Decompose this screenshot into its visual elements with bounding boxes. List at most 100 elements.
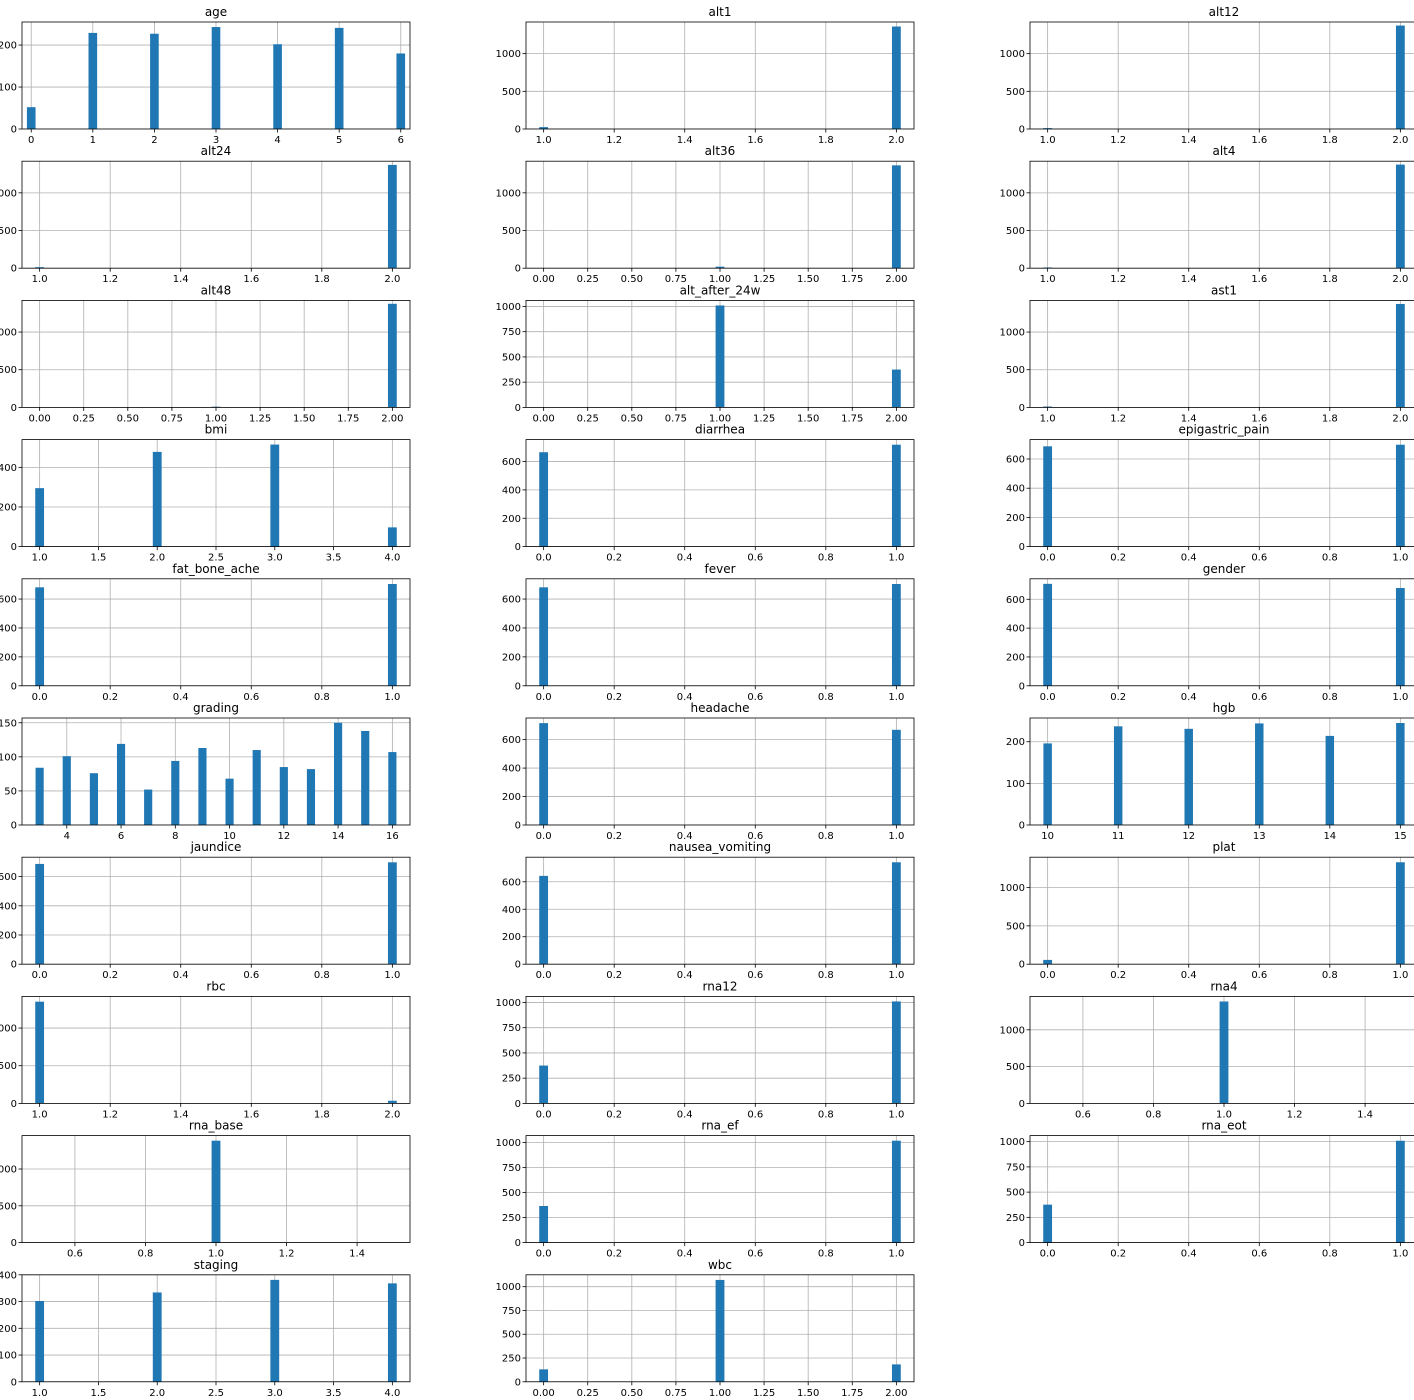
x-tick-label: 0.6	[1251, 553, 1267, 564]
x-tick-label: 1.0	[1040, 135, 1056, 146]
x-tick-label: 0.2	[606, 970, 622, 981]
y-tick-label: 0	[11, 264, 17, 275]
histogram-bar	[26, 107, 36, 129]
x-tick-label: 4	[274, 135, 280, 146]
axes-frame	[1029, 856, 1414, 965]
histogram-bar	[1325, 735, 1335, 825]
x-tick-label: 1.4	[1181, 135, 1197, 146]
histogram-bar	[1255, 723, 1264, 825]
x-tick-label: 1.0	[1392, 553, 1408, 564]
histogram-bar	[539, 587, 549, 686]
x-tick-label: 1.6	[747, 135, 763, 146]
x-tick-label: 0.8	[1322, 553, 1338, 564]
subplot-age: 0 1 2 3 4 5 6 0 100 200 age	[0, 5, 411, 146]
plot-area	[22, 1135, 410, 1243]
subplot-rna4: 0.6 0.8 1.0 1.2 1.4 0 500 1000 rna4	[1000, 979, 1414, 1120]
y-tick-label: 500	[502, 1330, 521, 1341]
plot-area	[1030, 857, 1414, 965]
histogram-bar	[252, 750, 261, 825]
x-tick-label: 0.6	[243, 692, 259, 703]
y-tick-label: 600	[502, 595, 521, 606]
plot-area	[526, 439, 914, 547]
plot-area	[1030, 439, 1414, 547]
axes-frame	[21, 717, 411, 826]
histogram-bar	[144, 789, 153, 825]
histogram-bar	[891, 369, 901, 408]
y-tick-label: 750	[1006, 1162, 1025, 1173]
histogram-bar	[715, 266, 725, 269]
subplot-alt24: 1.0 1.2 1.4 1.6 1.8 2.0 0 500 1000 alt24	[0, 144, 411, 285]
x-tick-label: 0.0	[1040, 553, 1056, 564]
y-tick-label: 250	[502, 1074, 521, 1085]
x-tick-label: 0.0	[536, 692, 552, 703]
y-tick-label: 0	[515, 1099, 521, 1110]
x-tick-label: 1.0	[888, 1109, 904, 1120]
x-tick-label: 0.6	[747, 692, 763, 703]
histogram-bar	[306, 769, 316, 825]
x-tick-label: 1.0	[1040, 274, 1056, 285]
x-tick-label: 0.6	[1075, 1109, 1091, 1120]
histogram-bar	[539, 127, 549, 129]
x-tick-label: 0.4	[677, 1109, 693, 1120]
histogram-bar	[387, 164, 397, 269]
x-tick-label: 0.25	[73, 413, 95, 424]
axes-frame	[1029, 578, 1414, 687]
histogram-bar	[1395, 25, 1405, 129]
y-tick-label: 750	[502, 1306, 521, 1317]
subplot-title: rna_eot	[1201, 1119, 1246, 1133]
histogram-bar	[539, 1206, 549, 1243]
y-tick-label: 0	[1019, 821, 1025, 832]
y-tick-label: 200	[1006, 513, 1025, 524]
axes-frame	[525, 1135, 915, 1243]
histogram-bar	[270, 1279, 280, 1382]
subplot-title: gender	[1203, 562, 1246, 576]
subplot-alt12: 1.0 1.2 1.4 1.6 1.8 2.0 0 500 1000 alt12	[1000, 5, 1414, 146]
y-tick-label: 200	[0, 502, 17, 513]
x-tick-label: 0.8	[818, 970, 834, 981]
histogram-bar	[211, 1140, 221, 1243]
x-tick-label: 0.75	[665, 274, 687, 285]
subplot-title: rna4	[1210, 979, 1237, 993]
plot-area	[1030, 578, 1414, 686]
x-tick-label: 3	[213, 135, 219, 146]
subplot-alt1: 1.0 1.2 1.4 1.6 1.8 2.0 0 500 1000 alt1	[496, 5, 915, 146]
histogram-bar	[891, 729, 901, 825]
y-tick-label: 1000	[496, 998, 521, 1009]
x-tick-label: 0.00	[533, 1388, 555, 1399]
histogram-bar	[539, 1369, 549, 1382]
x-tick-label: 0.0	[536, 1249, 552, 1260]
histogram-bar	[1395, 1140, 1405, 1243]
x-tick-label: 15	[1394, 831, 1407, 842]
histogram-bar	[334, 27, 344, 129]
subplot-title: staging	[194, 1258, 238, 1272]
x-tick-label: 0.8	[818, 553, 834, 564]
x-tick-label: 1.2	[102, 1109, 118, 1120]
axes-frame	[1029, 1135, 1414, 1243]
y-tick-label: 500	[502, 352, 521, 363]
subplot-title: headache	[691, 701, 750, 715]
histogram-bar	[1043, 446, 1053, 547]
y-tick-label: 600	[502, 877, 521, 888]
subplot-title: age	[205, 5, 227, 19]
y-tick-label: 0	[515, 821, 521, 832]
y-tick-label: 0	[1019, 1099, 1025, 1110]
y-tick-label: 0	[515, 1238, 521, 1249]
x-tick-label: 0.4	[677, 831, 693, 842]
plot-area	[526, 1135, 914, 1243]
y-tick-label: 200	[502, 792, 521, 803]
axes-frame	[1029, 299, 1414, 408]
x-tick-label: 0.4	[173, 692, 189, 703]
y-tick-label: 0	[515, 264, 521, 275]
axes-frame	[1029, 160, 1414, 269]
y-tick-label: 250	[502, 1213, 521, 1224]
x-tick-label: 0.2	[606, 692, 622, 703]
plot-area	[526, 578, 914, 686]
x-tick-label: 0.00	[533, 274, 555, 285]
x-tick-label: 0	[28, 135, 34, 146]
x-tick-label: 0.2	[1110, 970, 1126, 981]
histogram-bar	[1113, 726, 1123, 825]
histogram-bar	[1043, 583, 1053, 686]
histogram-bar	[715, 305, 725, 408]
y-tick-label: 1000	[0, 1024, 17, 1035]
axes-frame	[525, 717, 915, 826]
